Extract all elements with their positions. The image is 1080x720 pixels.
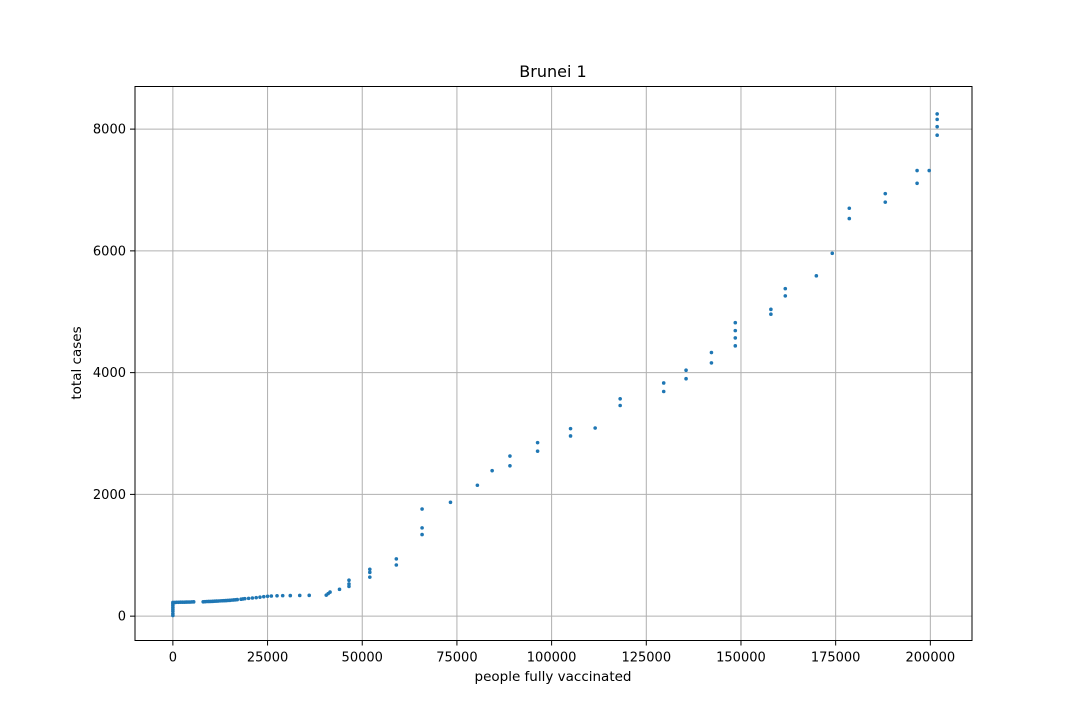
x-tick-label: 125000 (621, 651, 671, 666)
grid (135, 86, 972, 641)
data-point (420, 526, 424, 530)
data-point (307, 593, 312, 598)
data-point (269, 594, 274, 598)
y-axis-ticks: 0 2000 4000 6000 8000 (93, 123, 135, 625)
data-point (394, 557, 399, 561)
data-point (593, 426, 597, 430)
data-point (733, 328, 738, 333)
data-point (243, 596, 247, 601)
y-tick-label: 0 (118, 610, 126, 625)
data-point (661, 389, 666, 394)
data-point (847, 206, 852, 211)
data-point (883, 200, 888, 204)
x-tick-label: 0 (169, 651, 177, 666)
x-axis-ticks: 0 25000 50000 75000 100000 125000 150000 175000… (169, 640, 956, 666)
data-point (883, 191, 888, 196)
data-point (420, 532, 424, 537)
data-point (783, 294, 788, 298)
data-point (490, 468, 494, 473)
data-point (250, 596, 255, 600)
data-point (783, 286, 788, 291)
data-point (420, 507, 424, 511)
data-point (261, 594, 266, 599)
data-point (328, 590, 332, 594)
data-point (288, 593, 293, 598)
data-point (814, 274, 819, 278)
data-point (661, 381, 666, 385)
data-point (275, 593, 279, 598)
data-point (535, 440, 540, 445)
data-point (246, 596, 251, 601)
x-axis-label: people fully vaccinated (475, 669, 632, 685)
data-point (769, 307, 773, 312)
data-point (684, 368, 688, 372)
x-tick-label: 200000 (906, 651, 956, 666)
chart-title: Brunei 1 (519, 62, 586, 81)
data-point (368, 567, 372, 572)
data-point (830, 251, 835, 256)
data-point (337, 587, 342, 592)
x-tick-label: 175000 (811, 651, 861, 666)
data-point (297, 593, 302, 598)
data-point (935, 124, 939, 129)
data-point (709, 350, 714, 355)
data-point (508, 454, 512, 458)
x-tick-label: 50000 (342, 651, 383, 666)
data-point (368, 570, 372, 575)
data-point (769, 312, 773, 316)
y-tick-label: 4000 (93, 366, 126, 381)
data-point (684, 376, 688, 381)
x-tick-label: 25000 (247, 651, 288, 666)
x-tick-label: 150000 (716, 651, 766, 666)
data-point (265, 594, 270, 599)
data-point (568, 426, 573, 431)
data-point (618, 403, 622, 408)
data-point (847, 216, 852, 221)
data-point (618, 397, 622, 401)
data-point (235, 597, 240, 602)
x-tick-label: 75000 (436, 651, 477, 666)
data-point (935, 112, 939, 116)
data-point (568, 434, 573, 438)
plot-frame (134, 86, 973, 641)
data-point (368, 575, 372, 579)
data-point (347, 582, 351, 586)
data-point (394, 563, 399, 567)
data-point (448, 500, 453, 505)
scatter-points (171, 112, 939, 618)
data-point (258, 595, 262, 599)
y-tick-label: 2000 (93, 488, 126, 503)
y-tick-label: 6000 (93, 244, 126, 259)
data-point (733, 344, 738, 348)
data-point (535, 449, 540, 453)
data-point (935, 117, 939, 122)
data-point (508, 463, 512, 468)
data-point (475, 483, 480, 488)
data-point (935, 133, 939, 138)
data-point (254, 595, 258, 600)
data-point (733, 320, 738, 325)
x-tick-label: 100000 (527, 651, 577, 666)
data-point (709, 361, 714, 365)
data-point (191, 600, 196, 604)
y-axis-label: total cases (69, 326, 85, 399)
data-point (347, 578, 351, 583)
data-point (915, 168, 919, 173)
data-point (733, 336, 738, 340)
y-tick-label: 8000 (93, 123, 126, 138)
data-point (280, 593, 285, 598)
data-point (927, 168, 932, 173)
data-point (915, 181, 919, 186)
